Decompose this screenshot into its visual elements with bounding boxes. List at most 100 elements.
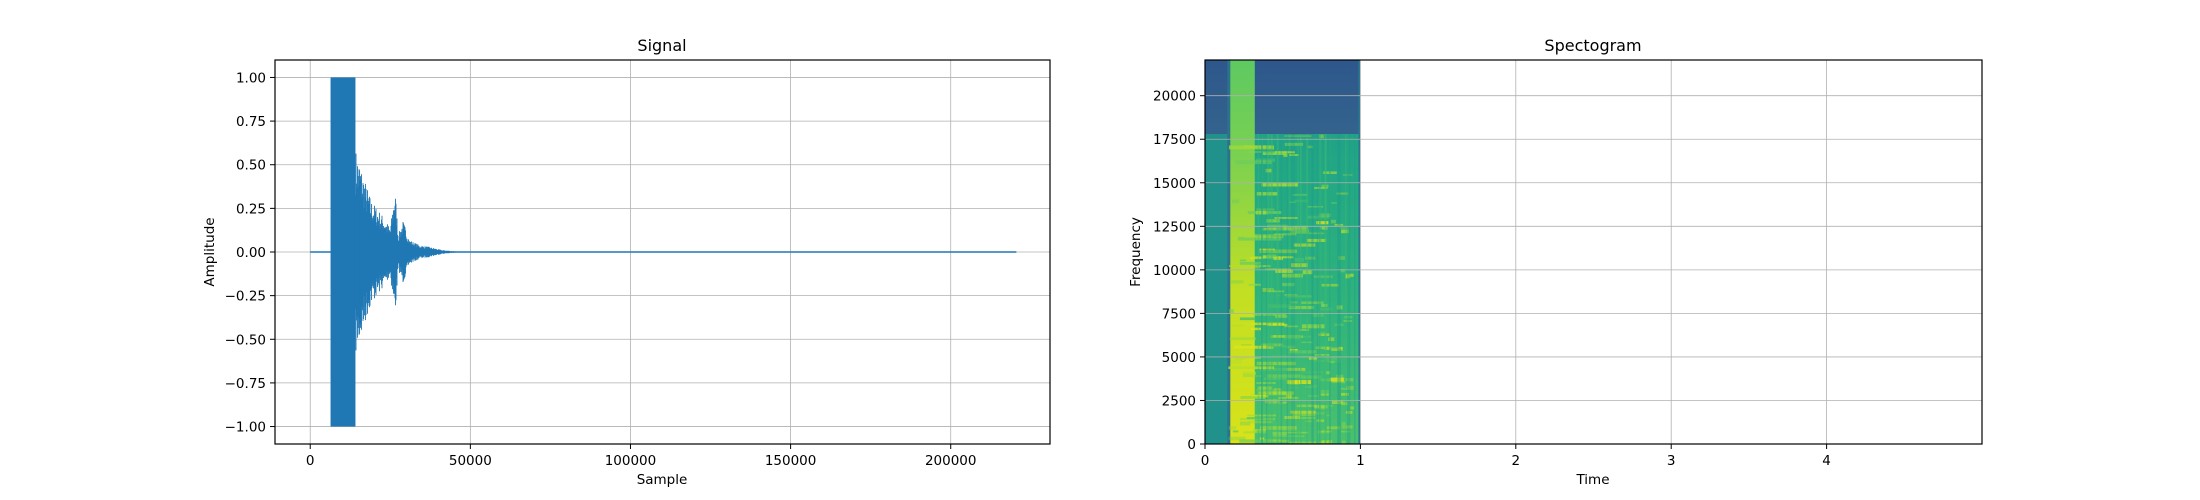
spectrogram-streak [1293,243,1316,247]
spectrogram-striation [1311,134,1313,444]
spectrogram-streak [1247,420,1273,424]
spectrogram-streak [1331,202,1337,204]
spectrogram-streak [1264,227,1277,230]
spectrogram-streak [1296,404,1320,408]
spectrogram-streak [1309,384,1319,387]
spectrogram-streak [1271,441,1289,444]
spectrogram-streak [1256,208,1275,211]
spectrogram-streak [1240,396,1265,399]
signal-y-tick-label: 1.00 [236,70,266,86]
signal-x-label: Sample [637,472,688,488]
spectrogram-streak [1344,378,1354,382]
spectrogram-streak [1308,357,1318,360]
signal-y-tick-label: 0.00 [236,245,266,261]
spectrogram-streak [1302,270,1313,275]
spectrogram-y-tick-label: 10000 [1153,263,1196,279]
spectrogram-streak [1314,186,1328,189]
spectrogram-striation [1286,134,1289,444]
spectrogram-streak [1248,283,1261,286]
spectrogram-streak [1314,405,1328,409]
spectrogram-streak [1261,227,1294,231]
spectrogram-streak [1290,350,1318,354]
signal-y-tick-label: 0.50 [236,158,266,174]
spectrogram-y-tick-label: 12500 [1153,219,1196,235]
spectrogram-streak [1324,356,1341,360]
spectrogram-streak [1316,419,1325,422]
spectrogram-striation [1261,134,1263,444]
spectrogram-streak [1243,234,1284,238]
spectrogram-streak [1251,266,1261,269]
spectrogram-striation [1293,134,1295,444]
spectrogram-striation [1324,134,1326,444]
spectrogram-y-tick-label: 5000 [1162,350,1196,366]
spectrogram-streak [1284,335,1300,340]
spectrogram-streak [1345,411,1353,414]
spectrogram-streak [1261,183,1299,187]
spectrogram-streak [1283,153,1288,157]
spectrogram-streak [1306,238,1327,242]
spectrogram-streak [1344,315,1353,319]
spectrogram-striation [1280,134,1283,444]
spectrogram-streak [1305,420,1313,423]
spectrogram-streak [1260,426,1297,430]
spectrogram-streak [1243,431,1266,434]
spectrogram-streak [1286,295,1312,298]
spectrogram-streak [1314,354,1330,356]
spectrogram-streak [1320,393,1329,396]
spectrogram-striation [1319,134,1321,444]
spectrogram-streak [1261,438,1282,441]
spectrogram-streak [1343,174,1353,176]
spectrogram-streak [1243,373,1253,377]
spectrogram-streak [1235,160,1272,165]
spectrogram-y-tick-label: 0 [1187,437,1196,453]
signal-clipped-block [331,77,355,427]
spectrogram-streak [1326,426,1341,430]
signal-x-tick-label: 50000 [449,453,492,469]
spectrogram-streak [1323,171,1337,174]
spectrogram-streak [1264,399,1280,403]
spectrogram-y-tick-label: 15000 [1153,176,1196,192]
spectrogram-streak [1251,322,1285,326]
spectrogram-streak [1316,221,1329,225]
spectrogram-streak [1328,359,1342,363]
spectrogram-streak [1275,269,1294,273]
spectrogram-streak [1247,414,1276,417]
spectrogram-top-band [1254,60,1361,135]
spectrogram-streak [1283,226,1295,231]
spectrogram-striation [1268,134,1270,444]
spectrogram-streak [1229,265,1271,267]
spectrogram-striation [1347,134,1349,444]
spectrogram-streak [1231,324,1245,327]
spectrogram-streak [1322,226,1328,230]
spectrogram-streak [1275,315,1288,318]
spectrogram-striation [1337,134,1339,444]
spectrogram-striation [1345,134,1347,444]
signal-x-ticks: 0 50000 100000 150000 200000 [306,444,976,469]
spectrogram-streak [1295,429,1301,434]
spectrogram-streak [1341,440,1347,444]
spectrogram-y-tick-label: 2500 [1162,393,1196,409]
spectrogram-streak [1259,437,1265,440]
spectrogram-streak [1284,135,1312,137]
spectrogram-streak [1275,294,1281,297]
spectrogram-streak [1345,425,1353,429]
signal-chart: 0 50000 100000 150000 200000 −1.00 −0.75 −0.50… [202,36,1051,488]
spectrogram-streak [1336,374,1344,379]
spectrogram-striation [1324,134,1327,444]
spectrogram-striation [1271,134,1273,444]
spectrogram-streak [1329,377,1344,382]
spectrogram-streak [1317,430,1331,434]
spectrogram-streak [1251,327,1261,331]
spectrogram-edge [1358,60,1361,444]
signal-y-tick-label: −0.25 [225,289,266,305]
spectrogram-streak [1307,395,1319,397]
spectrogram-streak [1294,380,1311,384]
spectrogram-streak [1293,225,1309,230]
spectrogram-streak [1321,440,1332,443]
spectrogram-y-ticks: 0 2500 5000 7500 10000 12500 15000 17500 20000 [1153,89,1205,453]
spectrogram-streak [1330,349,1340,351]
spectrogram-streak [1322,429,1335,431]
spectrogram-streak [1320,430,1332,433]
spectrogram-streak [1281,428,1296,432]
spectrogram-streak [1232,430,1239,433]
